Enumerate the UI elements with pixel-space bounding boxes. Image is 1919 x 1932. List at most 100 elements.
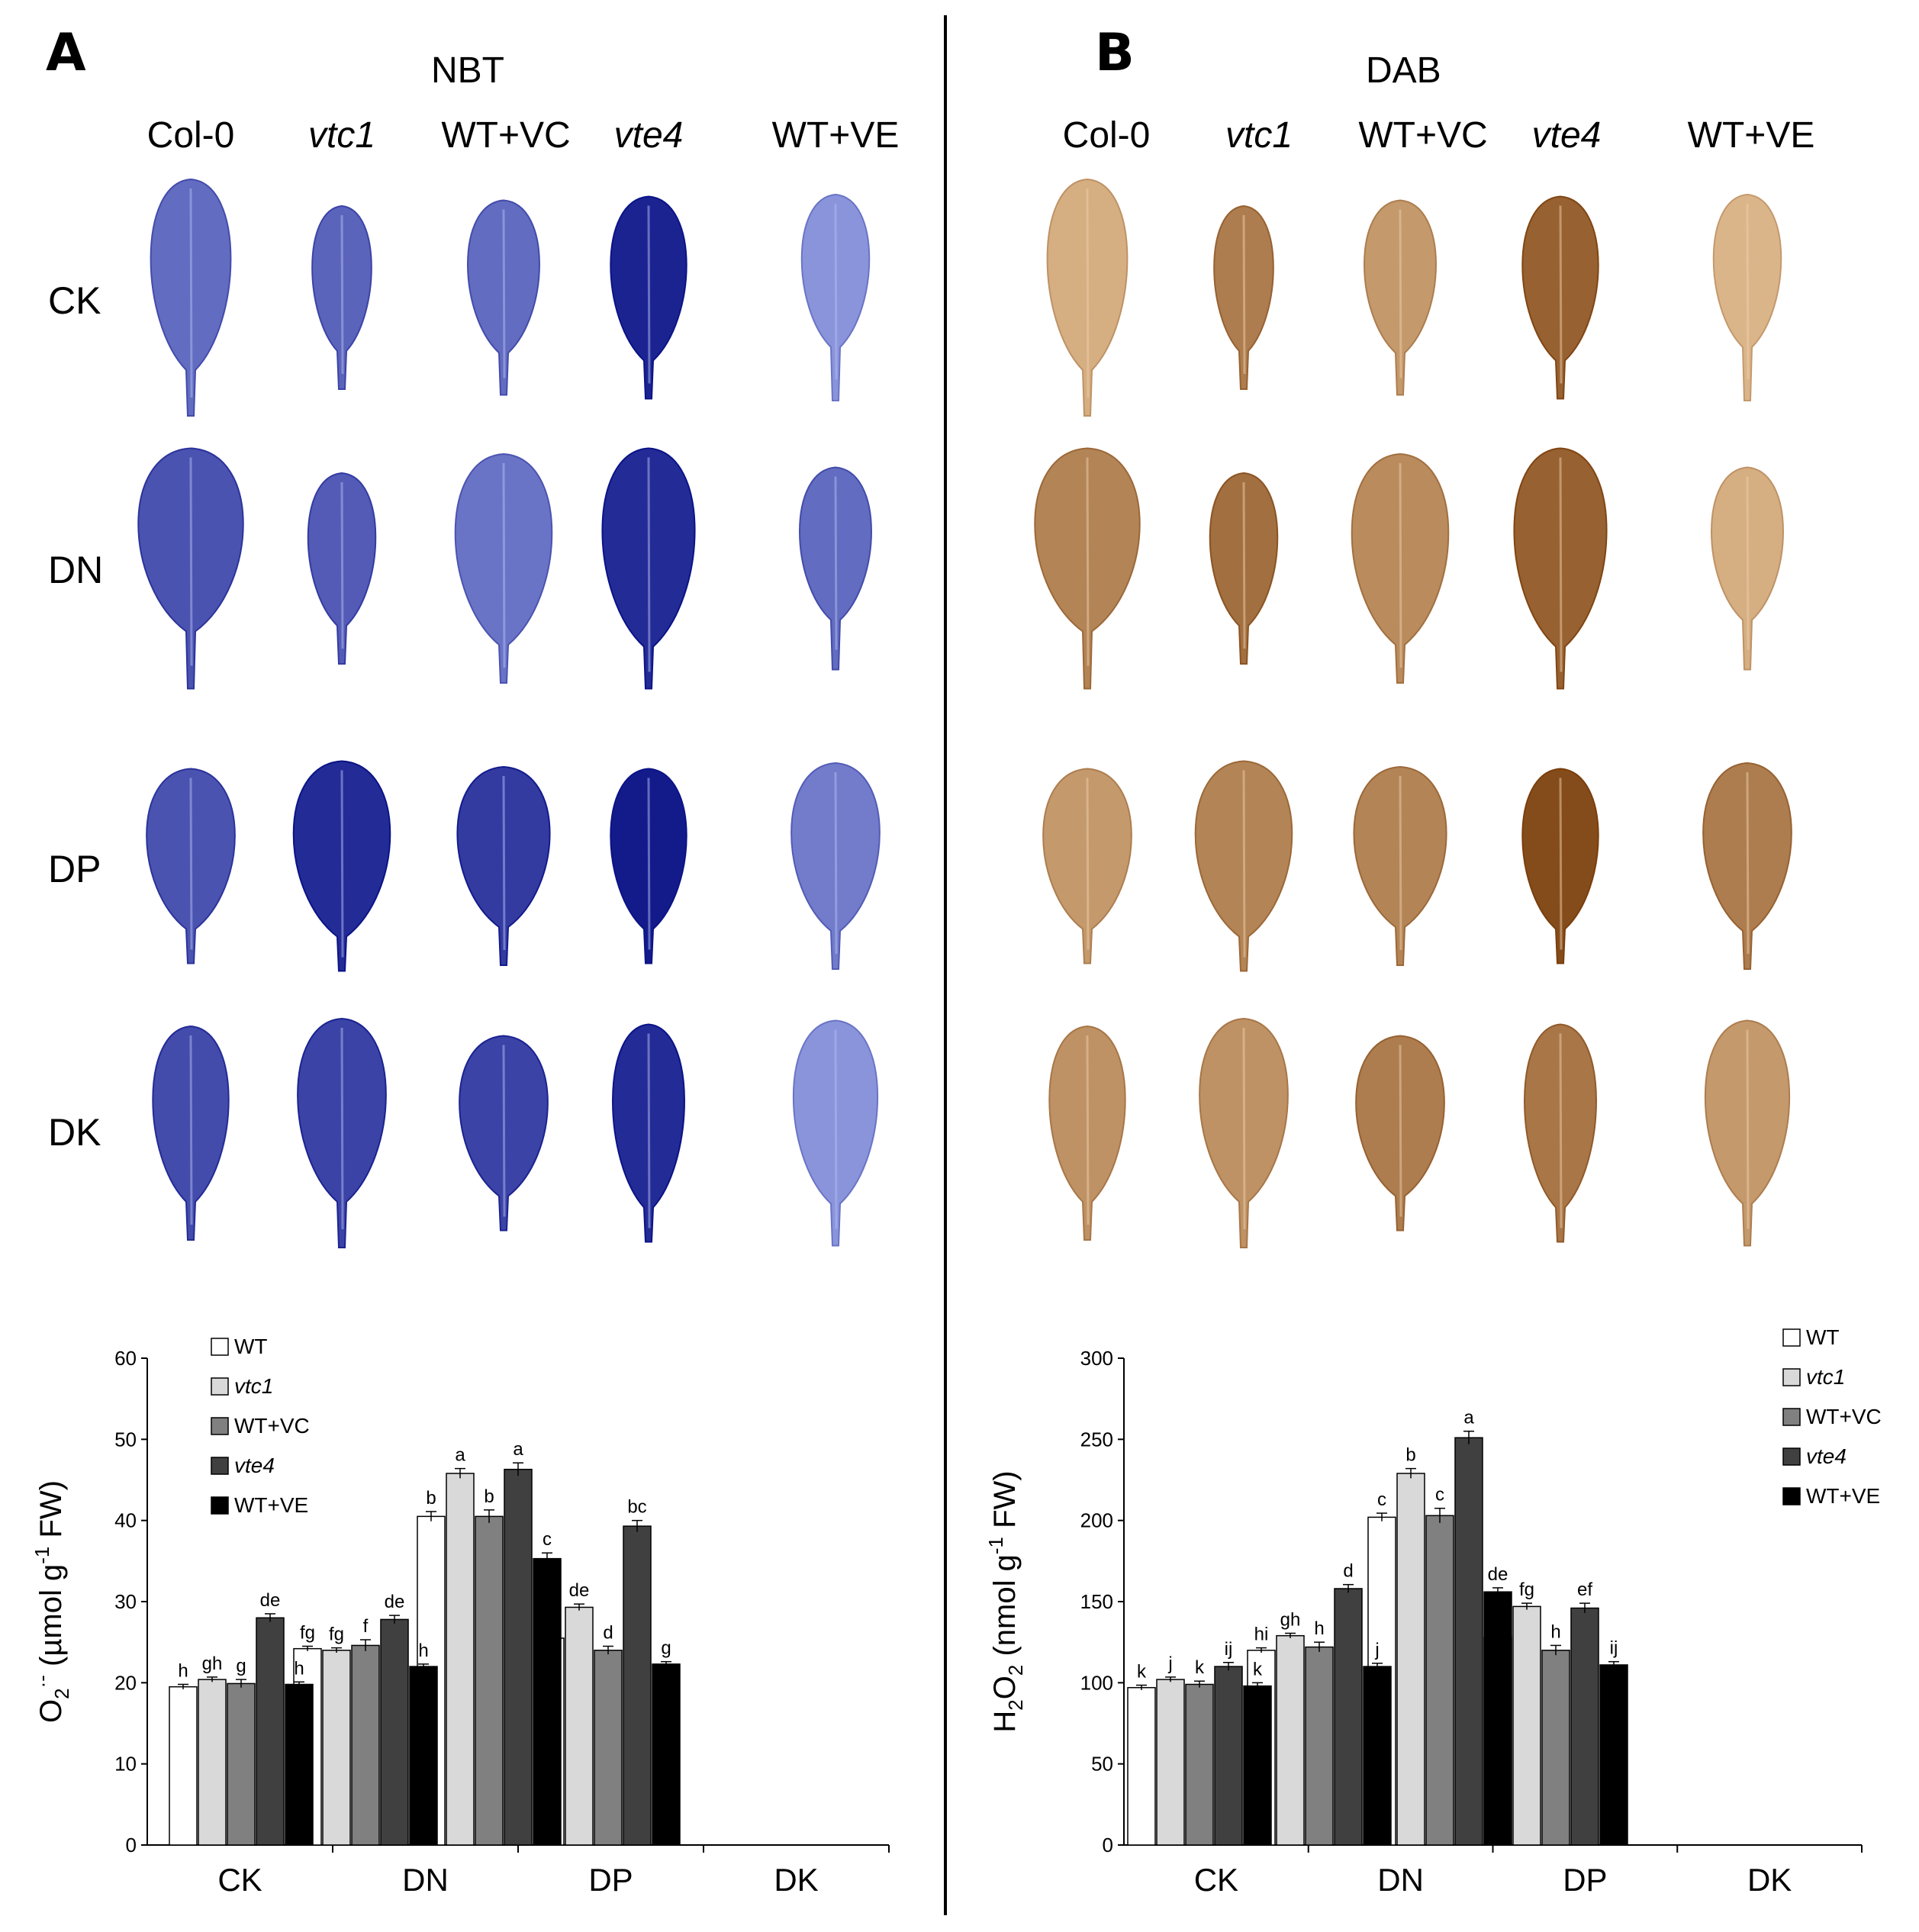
panel-a-row-label: DK	[48, 1111, 101, 1154]
nbt-leaf	[792, 1019, 879, 1247]
significance-letter: h	[294, 1658, 304, 1679]
panel-a-row-label: DN	[48, 549, 104, 591]
panel-b-col-label: vtc1	[1225, 115, 1293, 156]
y-tick-label: 300	[1080, 1347, 1113, 1370]
panel-b-leaf-grid	[1034, 178, 1792, 1248]
significance-letter: a	[1463, 1408, 1474, 1428]
significance-letter: ij	[1610, 1638, 1618, 1659]
legend-swatch	[1782, 1487, 1801, 1505]
bar	[1214, 1666, 1243, 1846]
y-tick-label: 0	[126, 1834, 137, 1856]
nbt-leaf	[150, 178, 232, 417]
significance-letter: k	[1253, 1659, 1263, 1679]
nbt-leaf	[297, 1017, 387, 1248]
nbt-leaf	[601, 447, 696, 690]
bar	[322, 1650, 351, 1846]
dab-leaf	[1209, 472, 1279, 665]
nbt-leaf	[459, 1035, 549, 1232]
panel-a-stain-title: NBT	[431, 50, 504, 91]
nbt-leaf	[799, 466, 872, 671]
bar	[533, 1557, 562, 1846]
panel-a-col-label: vte4	[613, 115, 684, 156]
y-tick-label: 30	[114, 1590, 137, 1613]
dab-leaf	[1353, 765, 1447, 966]
dab-leaf	[1046, 178, 1129, 417]
panel-b-col-label: WT+VE	[1687, 115, 1815, 156]
nbt-leaf	[790, 762, 881, 970]
nbt-leaf	[800, 193, 871, 401]
x-tick-label: CK	[1194, 1862, 1238, 1898]
panel-b-bar-chart: 0 50 100 150 200 250 300 CK DN DP DK k hi c h j gh b fg k h c…	[984, 1325, 1882, 1898]
significance-letter: fg	[300, 1622, 315, 1643]
panel-a-col-label: WT+VE	[771, 115, 900, 156]
dab-leaf	[1513, 447, 1608, 690]
significance-letter: b	[1405, 1445, 1415, 1466]
y-tick-label: 250	[1080, 1428, 1113, 1451]
bar	[1156, 1679, 1185, 1846]
y-tick-label: 50	[114, 1428, 137, 1451]
y-tick-label: 10	[114, 1753, 137, 1776]
x-tick-label: DP	[588, 1862, 633, 1898]
significance-letter: h	[1550, 1621, 1560, 1642]
significance-letter: gh	[202, 1653, 223, 1674]
panel-divider	[944, 15, 947, 1915]
significance-letter: de	[385, 1592, 405, 1612]
significance-letter: de	[260, 1590, 281, 1611]
nbt-leaf	[152, 1025, 230, 1241]
panel-b-col-label: Col-0	[1062, 115, 1151, 156]
legend-label: WT+VC	[1806, 1405, 1882, 1428]
bar	[1305, 1646, 1334, 1846]
bar	[1334, 1588, 1363, 1846]
y-tick-label: 60	[114, 1347, 137, 1370]
nbt-leaf	[146, 768, 236, 964]
panel-b: B DAB Col-0 vtc1 WT+VC vte4 WT+VE 0 50 100…	[950, 0, 1919, 1932]
panel-a: A NBT Col-0 vtc1 WT+VC vte4 WT+VE CK DN …	[0, 0, 942, 1932]
dab-leaf	[1034, 447, 1141, 690]
legend-swatch	[1782, 1328, 1801, 1347]
significance-letter: fg	[1519, 1579, 1534, 1600]
panel-a-row-label: DP	[48, 848, 101, 890]
dab-leaf	[1711, 466, 1784, 671]
legend-swatch	[1782, 1447, 1801, 1466]
significance-letter: b	[484, 1486, 494, 1507]
bar	[1363, 1666, 1392, 1846]
y-axis-label: O2·- (µmol g-1 FW)	[31, 1480, 73, 1723]
significance-letter: d	[603, 1622, 613, 1643]
significance-letter: a	[455, 1445, 465, 1466]
panel-a-leaf-grid	[137, 178, 881, 1248]
significance-letter: fg	[329, 1624, 344, 1645]
legend-swatch	[1782, 1408, 1801, 1426]
bar	[1541, 1650, 1570, 1846]
y-axis-label: H2O2 (nmol g-1 FW)	[984, 1470, 1027, 1732]
significance-letter: d	[1343, 1561, 1353, 1582]
legend-label: vtc1	[234, 1374, 273, 1398]
panel-b-stain-title: DAB	[1366, 50, 1441, 91]
bar	[652, 1663, 681, 1846]
nbt-leaf	[307, 472, 377, 665]
bar	[1127, 1686, 1156, 1846]
significance-letter: k	[1195, 1657, 1205, 1678]
panel-a-bar-chart: 0102030405060CKDNDPDKhfgbeghfgadegfbdded…	[31, 1335, 890, 1898]
bar	[1570, 1607, 1599, 1846]
legend-swatch	[1782, 1368, 1801, 1386]
panel-b-letter: B	[1095, 23, 1135, 83]
nbt-leaf	[311, 204, 372, 390]
y-tick-label: 0	[1103, 1834, 1113, 1856]
bar	[285, 1683, 314, 1846]
dab-leaf	[1351, 452, 1450, 684]
legend-label: WT+VC	[234, 1414, 310, 1438]
nbt-leaf	[456, 765, 551, 966]
bar	[1185, 1683, 1214, 1846]
bar	[475, 1515, 504, 1846]
significance-letter: c	[1435, 1485, 1444, 1505]
dab-leaf	[1712, 193, 1782, 401]
legend-label: WT+VE	[234, 1493, 308, 1517]
legend-swatch	[211, 1338, 229, 1356]
significance-letter: hi	[1254, 1624, 1269, 1645]
bar	[1512, 1605, 1541, 1846]
bar	[227, 1682, 256, 1846]
nbt-leaf	[454, 452, 553, 684]
dab-leaf	[1521, 768, 1599, 964]
significance-letter: j	[1374, 1640, 1379, 1660]
bar	[565, 1606, 594, 1846]
